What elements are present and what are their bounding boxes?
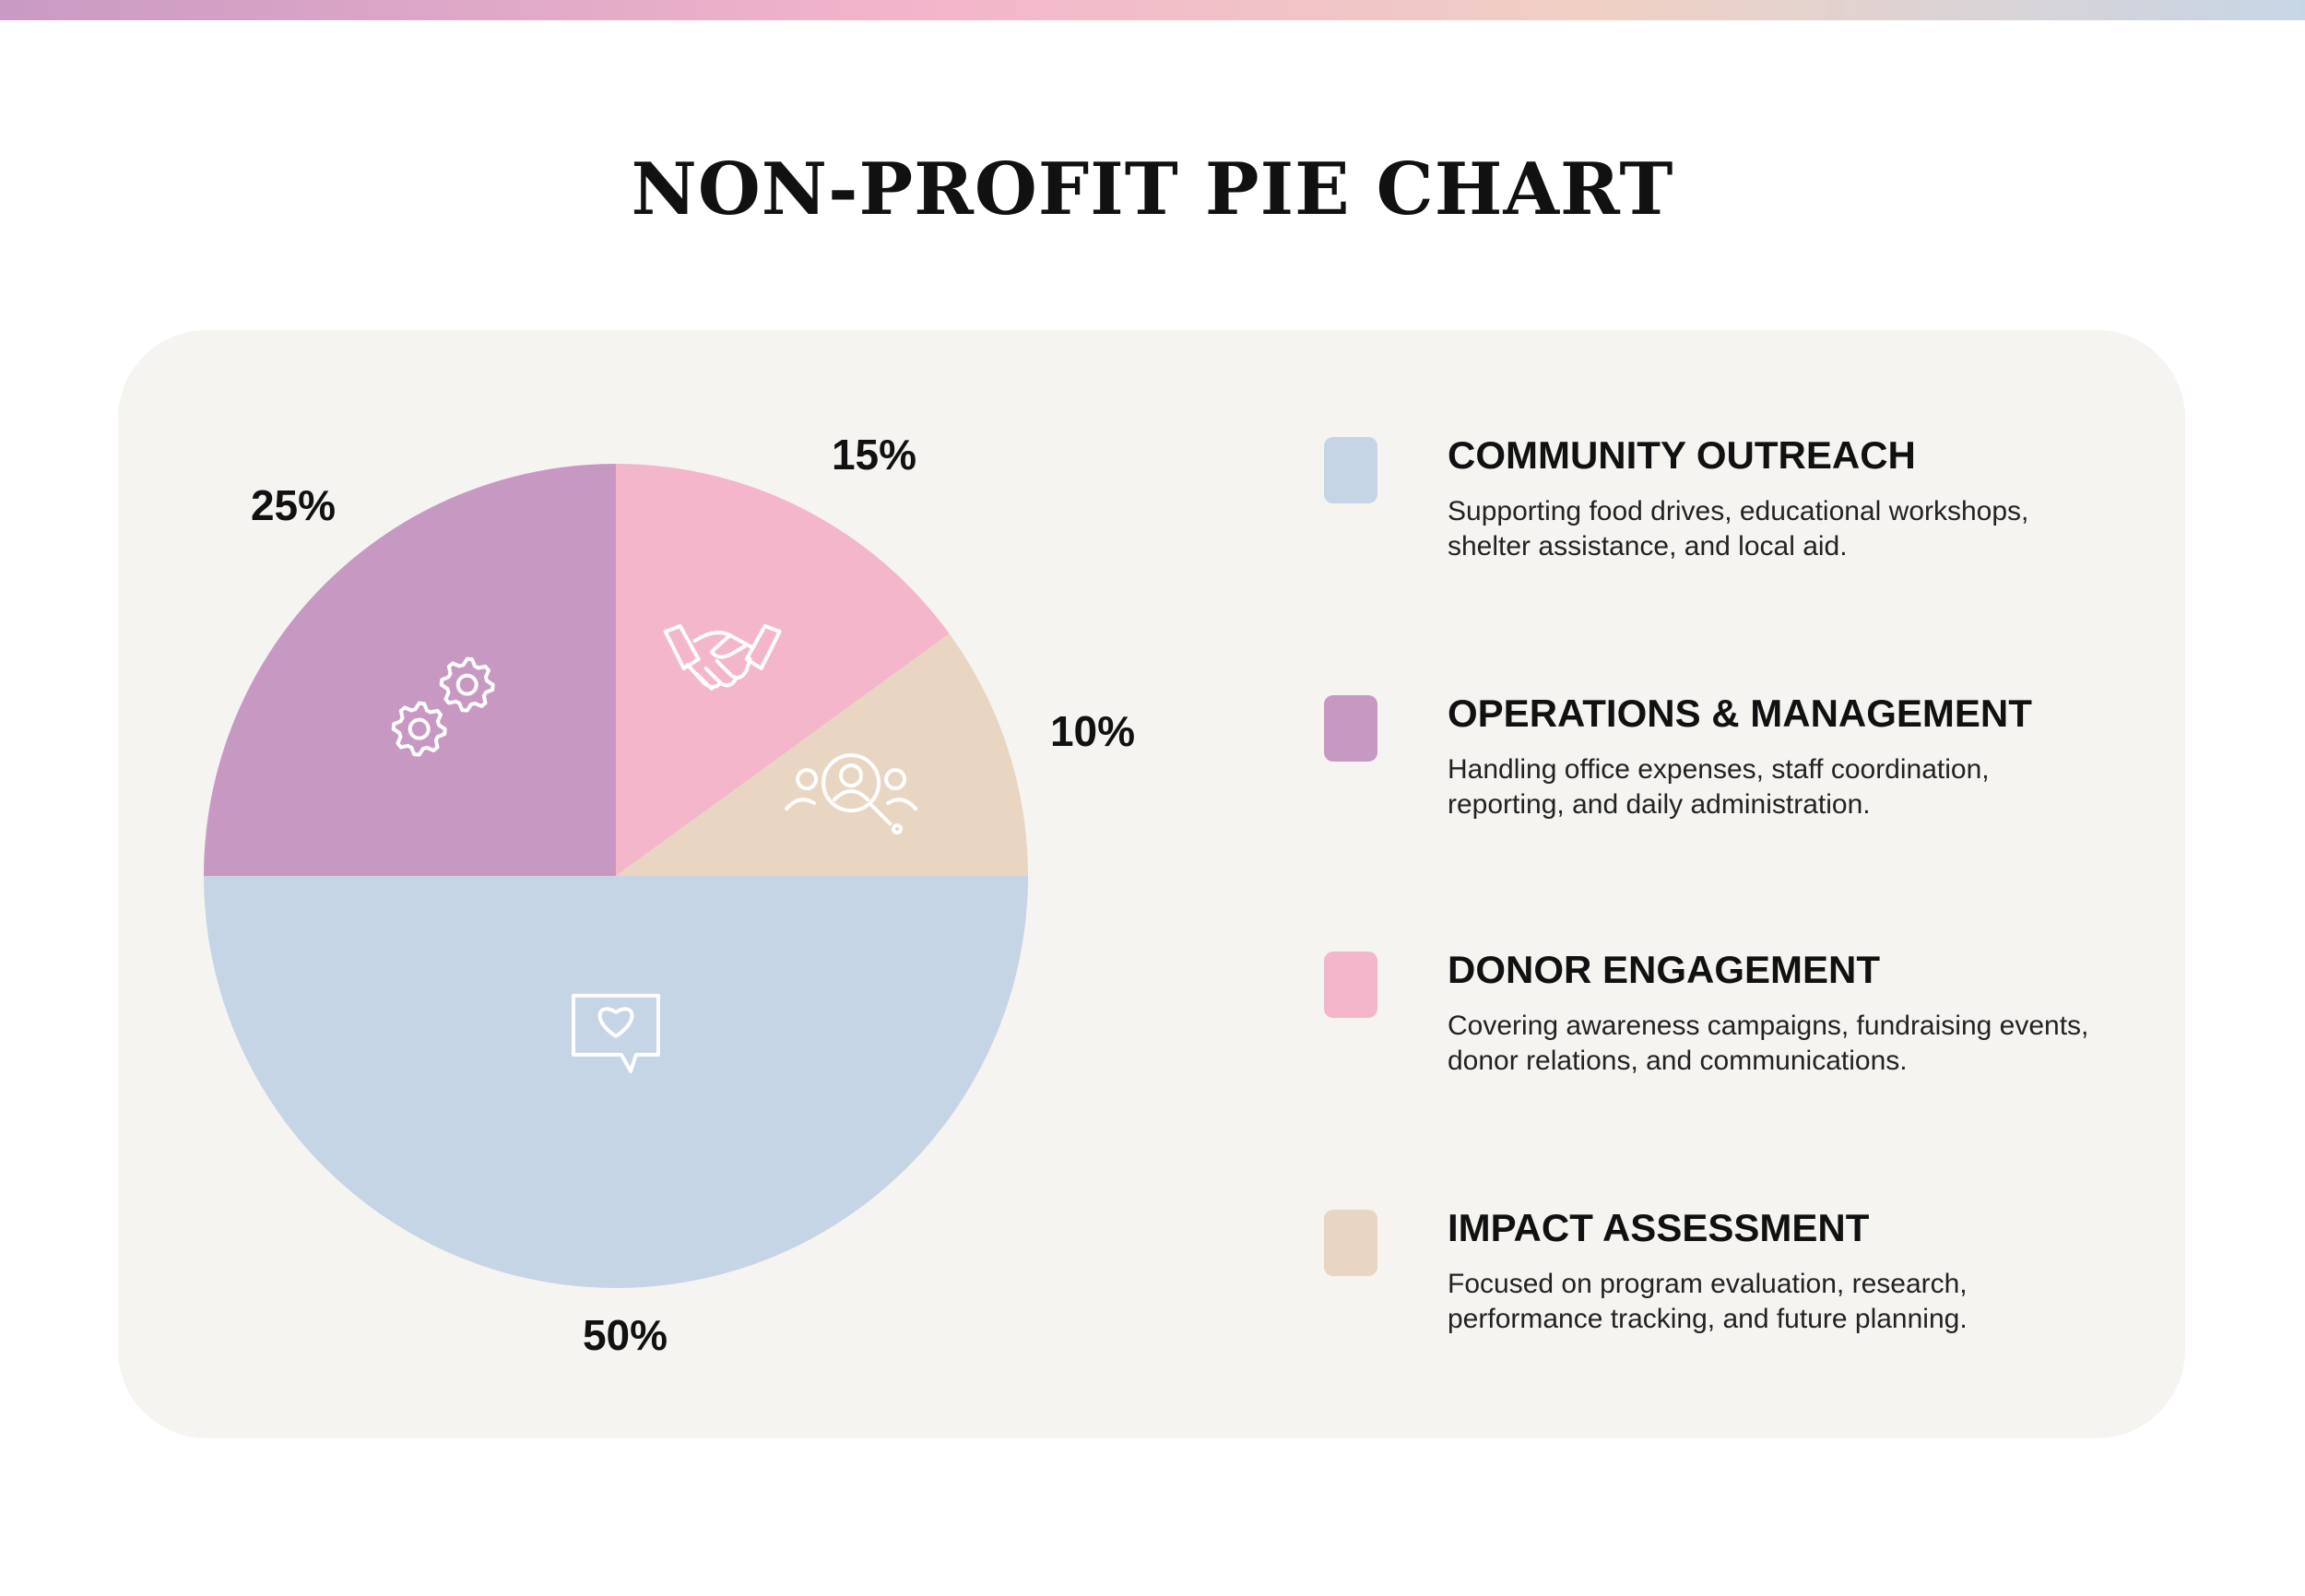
- pie-slice-impact-assessment: [616, 633, 1028, 876]
- pie-slice-donor-engagement: [616, 464, 950, 876]
- legend-description: Focused on program evaluation, research,…: [1448, 1269, 1968, 1334]
- slice-label: 10%: [1050, 707, 1135, 755]
- handshake-icon: [663, 623, 782, 691]
- legend-item-donor-engagement: DONOR ENGAGEMENT Covering awareness camp…: [1318, 939, 2148, 1141]
- slice-label: 50%: [583, 1311, 668, 1359]
- page-title: NON-PROFIT PIE CHART: [631, 148, 1674, 231]
- people-search-icon: [785, 753, 918, 835]
- legend-swatch-community-outreach: [1324, 437, 1377, 503]
- legend-swatch-donor-engagement: [1324, 952, 1377, 1018]
- legend-description: Handling office expenses, staff coordina…: [1448, 754, 1990, 820]
- pie-slice-community-outreach: [204, 876, 1028, 1288]
- legend-item-operations-management: OPERATIONS & MANAGEMENT Handling office …: [1318, 682, 2148, 885]
- pie-slice-operations-management: [204, 464, 616, 876]
- legend-title: DONOR ENGAGEMENT: [1448, 948, 1881, 991]
- legend-item-impact-assessment: IMPACT ASSESSMENT Focused on program eva…: [1318, 1197, 2148, 1400]
- legend-description: Supporting food drives, educational work…: [1448, 496, 2029, 562]
- legend-title: OPERATIONS & MANAGEMENT: [1448, 692, 2032, 735]
- heart-message-icon: [572, 993, 660, 1073]
- slice-label: 25%: [251, 481, 336, 529]
- legend-swatch-operations-management: [1324, 695, 1377, 762]
- top-gradient-bar: [0, 0, 2305, 20]
- legend-item-community-outreach: COMMUNITY OUTREACH Supporting food drive…: [1318, 424, 2148, 627]
- legend-swatch-impact-assessment: [1324, 1210, 1377, 1276]
- legend-title: IMPACT ASSESSMENT: [1448, 1206, 1870, 1249]
- gears-icon: [391, 656, 495, 757]
- legend-description: Covering awareness campaigns, fundraisin…: [1448, 1011, 2089, 1076]
- slice-label: 15%: [832, 431, 916, 479]
- legend-title: COMMUNITY OUTREACH: [1448, 433, 1916, 477]
